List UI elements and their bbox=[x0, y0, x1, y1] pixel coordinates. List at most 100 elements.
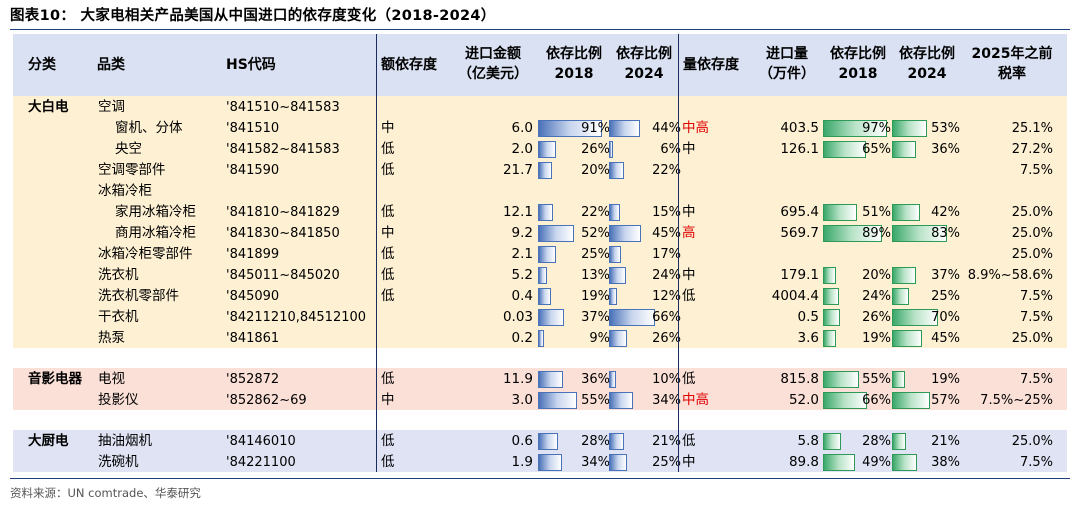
tariff-rate: 8.9%~58.6% bbox=[967, 268, 1053, 283]
bar-value-2024-label: 26% bbox=[652, 331, 681, 346]
product-name: 空调零部件 bbox=[98, 162, 166, 178]
hs-code: '84221100 bbox=[226, 455, 296, 470]
tariff-rate: 7.5% bbox=[1019, 289, 1053, 304]
bar-value-2024-label: 17% bbox=[652, 247, 681, 262]
import-volume: 0.5 bbox=[797, 309, 819, 325]
hs-code: '84146010 bbox=[226, 434, 296, 449]
bar-value-2024-label: 66% bbox=[652, 310, 681, 325]
bar-volume-2018 bbox=[823, 267, 836, 284]
header-import-value-line2: （亿美元） bbox=[458, 66, 528, 82]
bar-volume-2018 bbox=[823, 141, 866, 158]
import-value: 0.03 bbox=[502, 309, 533, 325]
bar-volume-2024-label: 45% bbox=[931, 331, 960, 346]
header-ratio-label: 依存比例 bbox=[546, 46, 602, 62]
tariff-rate: 25.0% bbox=[1011, 205, 1053, 220]
bar-value-2018-label: 91% bbox=[581, 121, 610, 136]
value-dependency: 中 bbox=[381, 392, 395, 408]
figure-title: 图表10： 大家电相关产品美国从中国进口的依存度变化（2018-2024） bbox=[10, 8, 496, 24]
volume-dependency: 中 bbox=[682, 141, 696, 157]
import-value: 3.0 bbox=[511, 392, 533, 408]
tariff-rate: 25.1% bbox=[1011, 121, 1053, 136]
value-dependency: 低 bbox=[381, 288, 395, 304]
bar-volume-2024-label: 57% bbox=[931, 393, 960, 408]
table-row: 央空 '841582~841583 低 2.0 26% 6% 中 126.1 65% 36% 27.… bbox=[13, 139, 1067, 160]
bar-value-2024-label: 24% bbox=[652, 268, 681, 283]
volume-dependency: 中 bbox=[682, 454, 696, 470]
bar-value-2024 bbox=[609, 246, 621, 263]
bar-volume-2024 bbox=[892, 433, 906, 450]
bar-volume-2018 bbox=[823, 433, 841, 450]
value-dependency: 低 bbox=[381, 246, 395, 262]
hs-code: '841861 bbox=[226, 331, 280, 346]
bar-value-2018 bbox=[538, 433, 558, 450]
import-volume: 3.6 bbox=[797, 330, 819, 346]
bar-volume-2024 bbox=[892, 120, 927, 137]
import-volume: 403.5 bbox=[780, 120, 819, 136]
bar-value-2024 bbox=[609, 162, 624, 179]
category-label: 音影电器 bbox=[28, 371, 82, 387]
hs-code: '841830~841850 bbox=[226, 226, 340, 241]
table-row: 冰箱冷柜零部件 '841899 低 2.1 25% 17% 25.0% bbox=[13, 244, 1067, 265]
bar-value-2024-label: 25% bbox=[652, 455, 681, 470]
value-dependency: 低 bbox=[381, 433, 395, 449]
header-import-value-line1: 进口金额 bbox=[465, 46, 521, 62]
table-row: 音影电器 电视 '852872 低 11.9 36% 10% 低 815.8 55% 19% 7.5% bbox=[13, 369, 1067, 390]
import-volume: 695.4 bbox=[780, 204, 819, 220]
bar-volume-2018-label: 49% bbox=[862, 455, 891, 470]
bar-volume-2018 bbox=[823, 330, 836, 347]
bar-value-2018 bbox=[538, 267, 547, 284]
header-import-volume-line2: （万件） bbox=[759, 66, 815, 82]
header-ratio-value-2018: 依存比例 2018 bbox=[538, 44, 610, 84]
table-row: 冰箱冷柜 bbox=[13, 181, 1067, 202]
category-label: 大白电 bbox=[28, 99, 69, 115]
bar-value-2024-label: 12% bbox=[652, 289, 681, 304]
bar-volume-2024-label: 38% bbox=[931, 455, 960, 470]
product-name: 洗衣机零部件 bbox=[98, 288, 179, 304]
bar-value-2018-label: 19% bbox=[581, 289, 610, 304]
table-row: 商用冰箱冷柜 '841830~841850 中 9.2 52% 45% 高 569.7 89% 8… bbox=[13, 223, 1067, 244]
value-dependency: 低 bbox=[381, 371, 395, 387]
hs-code: '841582~841583 bbox=[226, 142, 340, 157]
bar-volume-2024 bbox=[892, 267, 916, 284]
bar-value-2018 bbox=[538, 120, 602, 137]
bar-value-2018 bbox=[538, 330, 544, 347]
bar-volume-2024 bbox=[892, 392, 930, 409]
bar-value-2024 bbox=[609, 433, 624, 450]
import-volume: 4004.4 bbox=[771, 288, 819, 304]
header-ratio-label: 依存比例 bbox=[830, 46, 886, 62]
bar-value-2018 bbox=[538, 162, 552, 179]
volume-dependency: 中 bbox=[682, 204, 696, 220]
hs-code: '852862~69 bbox=[226, 393, 307, 408]
bar-volume-2018 bbox=[823, 309, 840, 326]
bar-value-2024-label: 34% bbox=[652, 393, 681, 408]
value-dependency: 低 bbox=[381, 267, 395, 283]
bar-value-2024 bbox=[609, 225, 641, 242]
bar-value-2018-label: 9% bbox=[589, 331, 610, 346]
bar-value-2024 bbox=[609, 288, 617, 305]
tariff-rate: 7.5%~25% bbox=[980, 393, 1053, 408]
table-header bbox=[13, 34, 1067, 96]
import-value: 5.2 bbox=[511, 267, 533, 283]
product-name: 商用冰箱冷柜 bbox=[115, 225, 196, 241]
top-rule bbox=[10, 29, 1070, 30]
value-dependency: 低 bbox=[381, 162, 395, 178]
product-name: 冰箱冷柜 bbox=[98, 183, 152, 199]
product-name: 窗机、分体 bbox=[115, 120, 183, 136]
header-category: 分类 bbox=[28, 57, 56, 73]
bar-volume-2018 bbox=[823, 392, 867, 409]
header-ratio-year: 2024 bbox=[907, 66, 947, 82]
bar-volume-2018 bbox=[823, 454, 855, 471]
header-product: 品类 bbox=[97, 57, 125, 73]
import-value: 2.0 bbox=[511, 141, 533, 157]
volume-dependency: 中 bbox=[682, 267, 696, 283]
bar-volume-2024 bbox=[892, 371, 905, 388]
bar-volume-2018-label: 19% bbox=[862, 331, 891, 346]
header-ratio-volume-2018: 依存比例 2018 bbox=[822, 44, 894, 84]
bar-volume-2018-label: 20% bbox=[862, 268, 891, 283]
bar-value-2018 bbox=[538, 371, 563, 388]
hs-code: '841510~841583 bbox=[226, 100, 340, 115]
bar-value-2024-label: 10% bbox=[652, 372, 681, 387]
header-import-value: 进口金额 （亿美元） bbox=[450, 44, 536, 84]
bar-volume-2024 bbox=[892, 454, 917, 471]
bar-value-2018 bbox=[538, 288, 551, 305]
